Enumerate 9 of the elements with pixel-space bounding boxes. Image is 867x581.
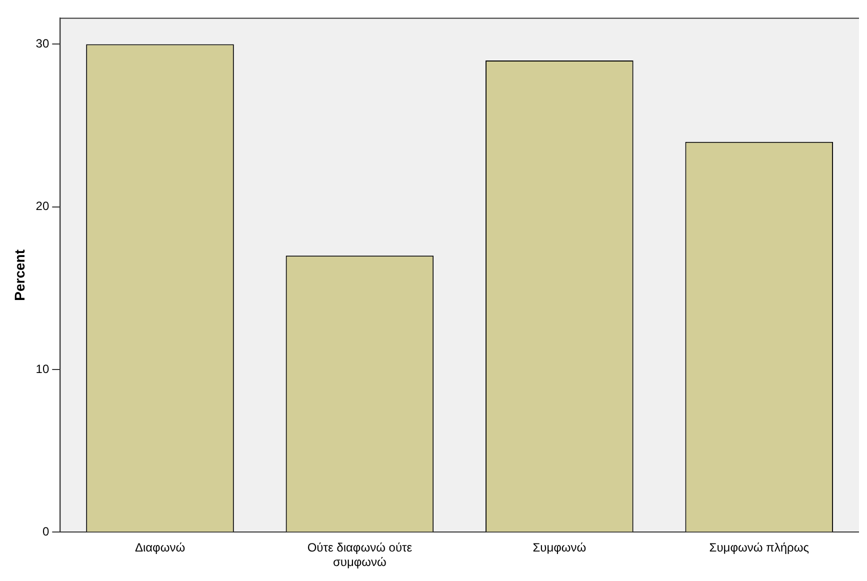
y-tick-label: 0 (42, 524, 50, 539)
y-tick-label: 20 (36, 199, 50, 214)
x-tick-label: Ούτε διαφωνώ ούτε συμφωνώ (307, 540, 413, 570)
x-tick-label: Συμφωνώ πλήρως (709, 540, 810, 555)
x-tick-label: Διαφωνώ (134, 540, 186, 555)
y-axis-title: Percent (11, 249, 28, 301)
y-tick-label: 30 (36, 36, 50, 51)
x-tick-label: Συμφωνώ (532, 540, 586, 555)
y-tick-label: 10 (36, 362, 50, 376)
